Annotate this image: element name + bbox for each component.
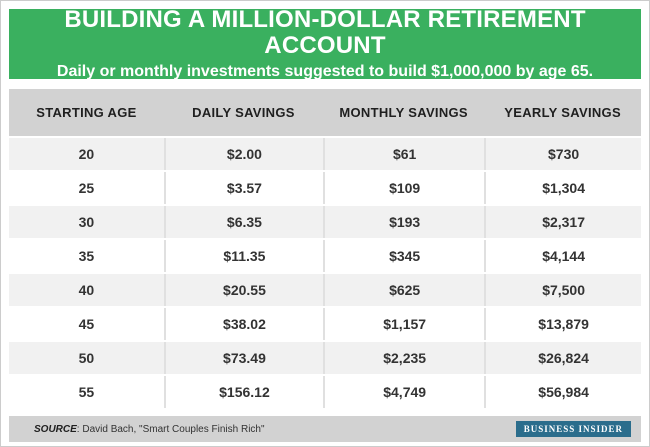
table-cell-yearly: $7,500 [484, 274, 641, 306]
table-cell-monthly: $345 [323, 240, 484, 272]
table-cell-yearly: $26,824 [484, 342, 641, 374]
title-banner: BUILDING A MILLION-DOLLAR RETIREMENT ACC… [9, 5, 641, 81]
table-cell-daily: $20.55 [163, 274, 323, 306]
table-row: 55 $156.12 $4,749 $56,984 [9, 376, 641, 410]
column-header-daily-savings: DAILY SAVINGS [192, 105, 295, 120]
table-row: 50 $73.49 $2,235 $26,824 [9, 342, 641, 376]
table-cell-daily: $11.35 [163, 240, 323, 272]
table-row: 20 $2.00 $61 $730 [9, 138, 641, 172]
source-text: SOURCE: David Bach, "Smart Couples Finis… [34, 424, 265, 435]
table-cell-yearly: $730 [484, 138, 641, 170]
table-cell-monthly: $61 [323, 138, 484, 170]
table-cell-age: 30 [78, 214, 95, 230]
source-bar: SOURCE: David Bach, "Smart Couples Finis… [9, 416, 641, 442]
column-header-monthly-savings: MONTHLY SAVINGS [339, 105, 468, 120]
table-cell-age: 45 [78, 316, 95, 332]
source-label: SOURCE [34, 423, 77, 435]
table-row: 35 $11.35 $345 $4,144 [9, 240, 641, 274]
table-cell-age: 20 [78, 146, 95, 162]
column-header-starting-age: STARTING AGE [36, 105, 137, 120]
source-detail: : David Bach, "Smart Couples Finish Rich… [76, 423, 265, 435]
table-cell-monthly: $4,749 [323, 376, 484, 408]
page-title: BUILDING A MILLION-DOLLAR RETIREMENT ACC… [64, 5, 586, 59]
table-cell-yearly: $56,984 [484, 376, 641, 408]
table-row: 25 $3.57 $109 $1,304 [9, 172, 641, 206]
table-cell-yearly: $2,317 [484, 206, 641, 238]
table-row: 40 $20.55 $625 $7,500 [9, 274, 641, 308]
table-cell-daily: $3.57 [163, 172, 323, 204]
table-cell-age: 35 [78, 248, 95, 264]
table-cell-yearly: $4,144 [484, 240, 641, 272]
table-cell-age: 55 [78, 384, 95, 400]
table-cell-monthly: $625 [323, 274, 484, 306]
column-header-yearly-savings: YEARLY SAVINGS [504, 105, 621, 120]
table-cell-daily: $6.35 [163, 206, 323, 238]
table-row: 45 $38.02 $1,157 $13,879 [9, 308, 641, 342]
table-cell-daily: $156.12 [163, 376, 323, 408]
table-cell-daily: $73.49 [163, 342, 323, 374]
table-row: 30 $6.35 $193 $2,317 [9, 206, 641, 240]
table-cell-yearly: $13,879 [484, 308, 641, 340]
table-cell-age: 50 [78, 350, 95, 366]
table-cell-daily: $2.00 [163, 138, 323, 170]
page-subtitle: Daily or monthly investments suggested t… [56, 63, 594, 81]
table-cell-monthly: $109 [323, 172, 484, 204]
table-cell-monthly: $193 [323, 206, 484, 238]
table-cell-daily: $38.02 [163, 308, 323, 340]
savings-table: STARTING AGE DAILY SAVINGS MONTHLY SAVIN… [9, 89, 641, 410]
table-cell-age: 40 [78, 282, 95, 298]
table-cell-monthly: $2,235 [323, 342, 484, 374]
table-cell-monthly: $1,157 [323, 308, 484, 340]
table-cell-age: 25 [78, 180, 95, 196]
table-header-row: STARTING AGE DAILY SAVINGS MONTHLY SAVIN… [9, 89, 641, 138]
table-cell-yearly: $1,304 [484, 172, 641, 204]
business-insider-logo: BUSINESS INSIDER [515, 421, 631, 437]
